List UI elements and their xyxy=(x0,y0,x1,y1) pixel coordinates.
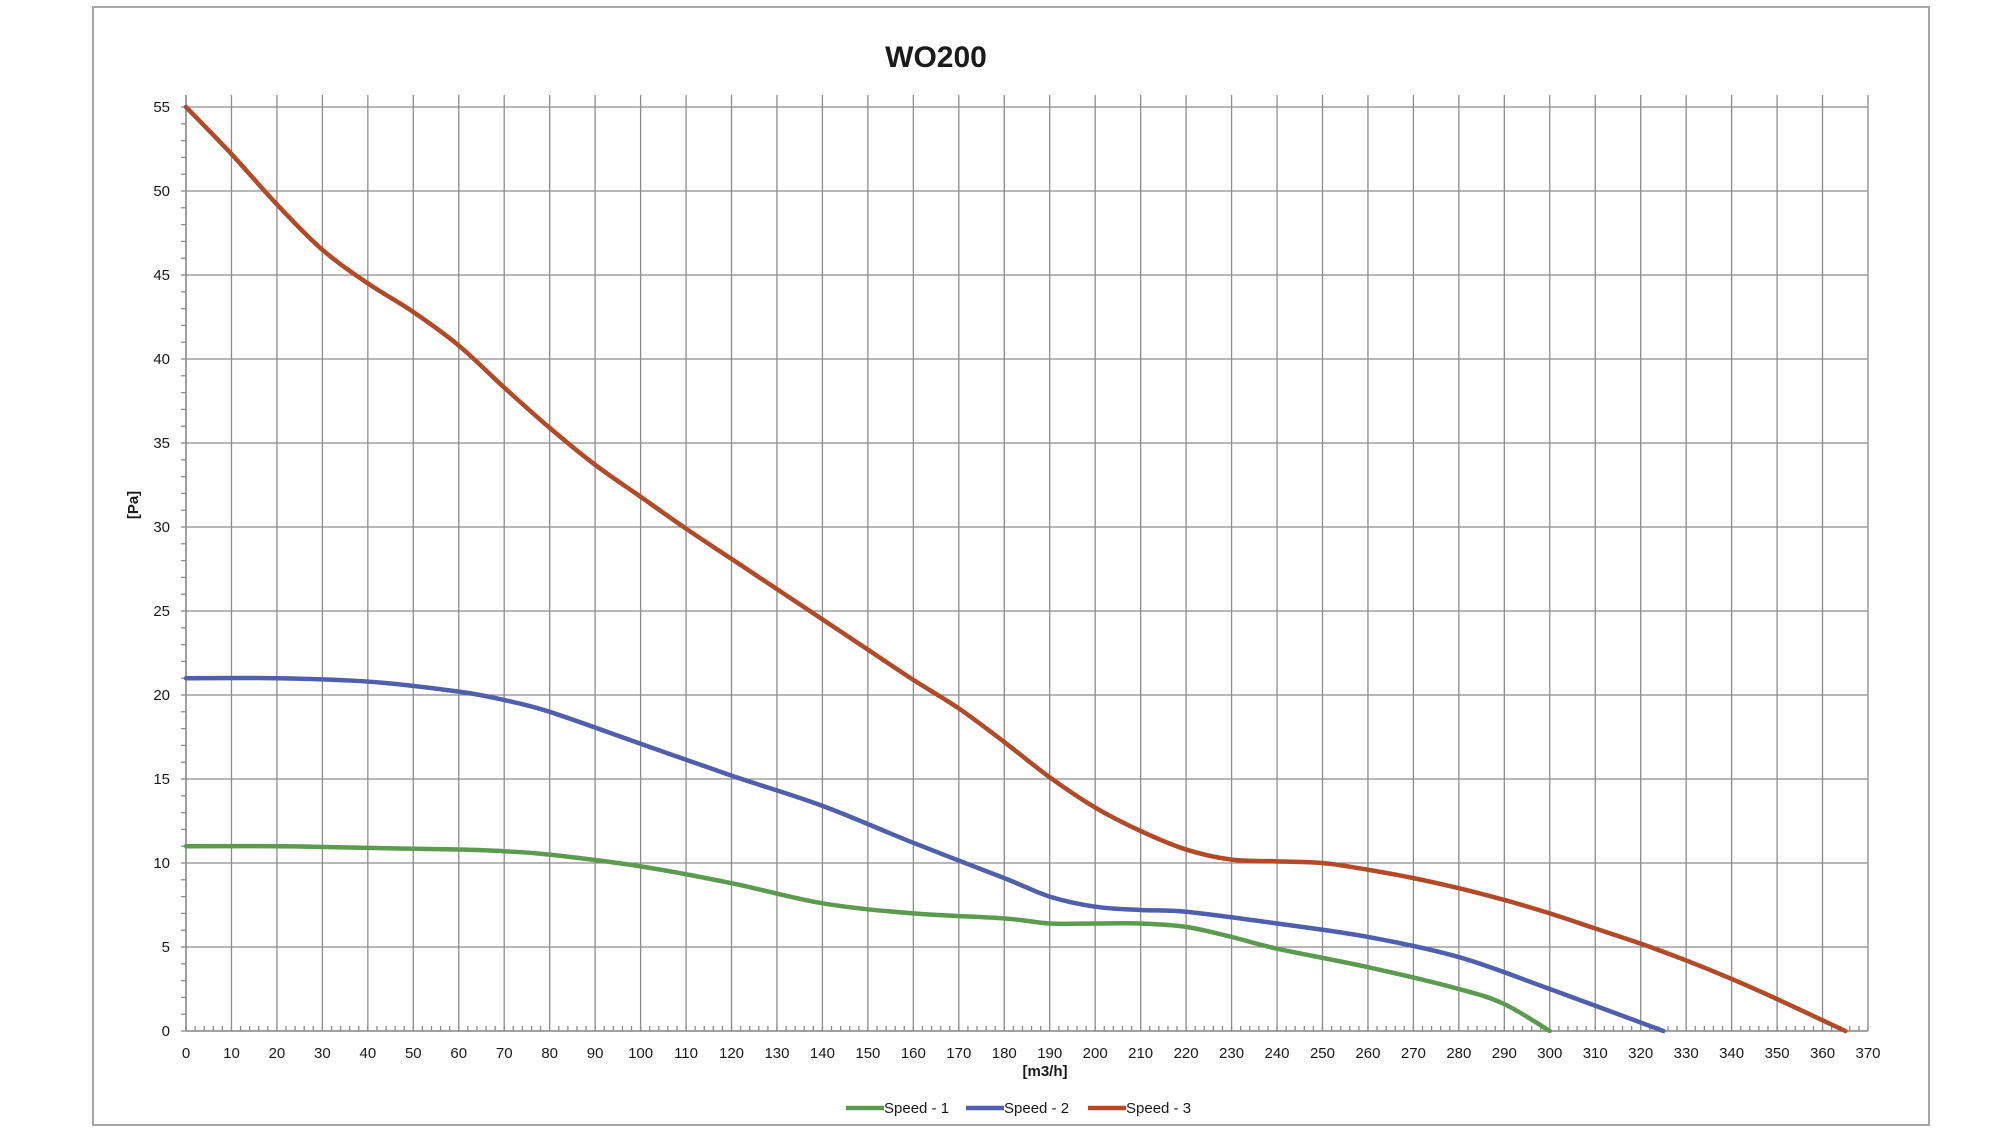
x-tick-label: 0 xyxy=(182,1045,190,1062)
x-tick-label: 120 xyxy=(719,1045,744,1062)
x-tick-label: 110 xyxy=(674,1045,698,1062)
x-tick-label: 360 xyxy=(1810,1045,1835,1062)
x-tick-label: 300 xyxy=(1537,1045,1562,1062)
x-tick-label: 320 xyxy=(1628,1045,1653,1062)
x-tick-label: 180 xyxy=(992,1045,1017,1062)
x-tick-label: 100 xyxy=(628,1045,653,1062)
x-tick-label: 170 xyxy=(946,1045,971,1062)
x-tick-label: 20 xyxy=(269,1045,286,1062)
y-tick-label: 20 xyxy=(153,687,170,704)
x-tick-label: 150 xyxy=(855,1045,880,1062)
x-tick-label: 250 xyxy=(1310,1045,1335,1062)
y-tick-label: 25 xyxy=(153,603,170,620)
x-tick-label: 210 xyxy=(1128,1045,1153,1062)
legend-label-speed-1: Speed - 1 xyxy=(884,1100,949,1117)
legend: Speed - 1 Speed - 2 Speed - 3 xyxy=(846,1100,1191,1117)
x-tick-label: 200 xyxy=(1083,1045,1108,1062)
y-tick-label: 10 xyxy=(153,855,170,872)
chart-svg: WO200 0 10 20 30 40 50 60 70 80 90 100 110 120 130 140… xyxy=(125,41,1881,1117)
x-tick-label: 80 xyxy=(541,1045,558,1062)
legend-label-speed-3: Speed - 3 xyxy=(1126,1100,1191,1117)
grid xyxy=(185,95,1869,1032)
y-tick-label: 40 xyxy=(153,351,170,368)
x-tick-label: 240 xyxy=(1265,1045,1290,1062)
y-tick-label: 50 xyxy=(153,183,170,200)
x-tick-label: 220 xyxy=(1174,1045,1199,1062)
x-tick-label: 330 xyxy=(1674,1045,1699,1062)
x-tick-label: 370 xyxy=(1855,1045,1880,1062)
x-tick-label: 350 xyxy=(1765,1045,1790,1062)
y-tick-label: 35 xyxy=(153,435,170,452)
x-tick-label: 280 xyxy=(1446,1045,1471,1062)
x-tick-label: 30 xyxy=(314,1045,331,1062)
series-line-speed-2 xyxy=(183,675,1666,1034)
x-tick-label: 140 xyxy=(810,1045,835,1062)
x-tick-label: 340 xyxy=(1719,1045,1744,1062)
x-tick-label: 260 xyxy=(1355,1045,1380,1062)
y-tick-label: 45 xyxy=(153,267,170,284)
chart-title: WO200 xyxy=(885,41,987,74)
y-tick-label: 55 xyxy=(153,99,170,116)
series-lines xyxy=(183,104,1848,1034)
x-tick-label: 130 xyxy=(764,1045,789,1062)
series-line-speed-1 xyxy=(183,843,1553,1034)
x-tick-label: 60 xyxy=(450,1045,467,1062)
y-axis-title: [Pa] xyxy=(125,491,142,519)
y-tick-label: 0 xyxy=(162,1023,170,1040)
y-tick-label: 15 xyxy=(153,771,170,788)
y-tick-label: 5 xyxy=(162,939,170,956)
y-tick-label: 30 xyxy=(153,519,170,536)
x-axis-title: [m3/h] xyxy=(1023,1063,1068,1080)
chart-frame: WO200 0 10 20 30 40 50 60 70 80 90 100 110 120 130 140… xyxy=(92,6,1930,1126)
x-tick-label: 90 xyxy=(587,1045,604,1062)
x-tick-label: 190 xyxy=(1037,1045,1062,1062)
x-tick-label: 40 xyxy=(359,1045,376,1062)
legend-label-speed-2: Speed - 2 xyxy=(1004,1100,1069,1117)
x-tick-label: 270 xyxy=(1401,1045,1426,1062)
series-line-speed-3 xyxy=(183,104,1848,1034)
x-tick-label: 50 xyxy=(405,1045,422,1062)
x-tick-label: 160 xyxy=(901,1045,926,1062)
x-tick-label: 10 xyxy=(223,1045,240,1062)
x-tick-label: 310 xyxy=(1583,1045,1608,1062)
x-tick-label: 70 xyxy=(496,1045,513,1062)
x-tick-label: 290 xyxy=(1492,1045,1517,1062)
x-tick-label: 230 xyxy=(1219,1045,1244,1062)
axes: 0 10 20 30 40 50 60 70 80 90 100 110 120 130 140 150 160… xyxy=(153,95,1881,1062)
